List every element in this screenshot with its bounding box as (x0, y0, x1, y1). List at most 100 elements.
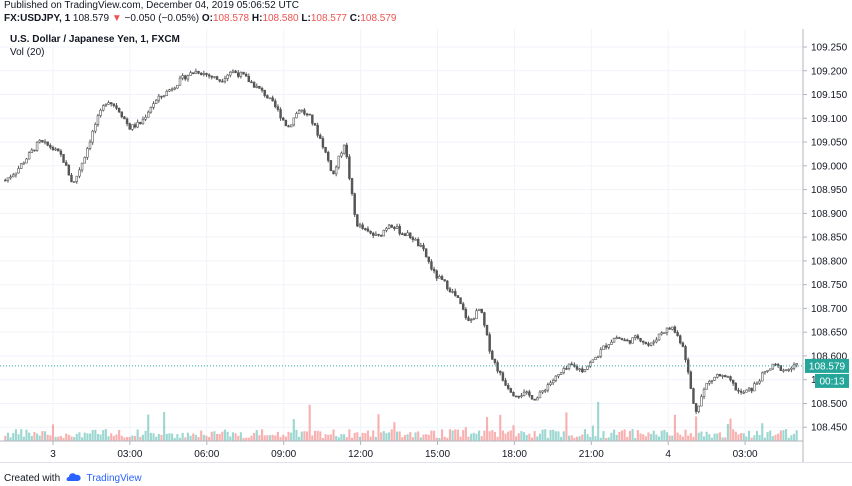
price-tick-label: 108.650 (811, 328, 848, 339)
volume-bar (120, 435, 123, 441)
candle-body (64, 162, 68, 166)
symbol-name[interactable]: FX:USDJPY, 1 (4, 13, 71, 24)
volume-bar (255, 430, 258, 441)
volume-bar (427, 434, 430, 441)
candle-body (120, 111, 124, 118)
candle-body (348, 156, 351, 179)
candle-body (395, 225, 399, 229)
candle-body (207, 74, 211, 77)
candle-body (541, 390, 544, 393)
volume-bar (380, 432, 383, 441)
volume-bar (25, 429, 28, 441)
volume-bar (192, 433, 195, 441)
candle-body (91, 130, 94, 143)
candle-body (774, 363, 777, 366)
candle-body (70, 174, 73, 183)
candle-body (152, 103, 155, 108)
countdown-label: 00:13 (819, 376, 844, 387)
price-tick-label: 108.600 (811, 351, 848, 362)
candle-body (184, 75, 187, 80)
volume-bar (549, 430, 552, 441)
candle-body (297, 110, 301, 114)
volume-bar (626, 436, 629, 441)
candle-body (86, 148, 89, 158)
candle-body (623, 339, 626, 342)
candle-body (19, 163, 23, 169)
candle-body (332, 170, 335, 175)
volume-bar (258, 435, 261, 441)
candle-body (401, 233, 404, 236)
volume-bar (642, 434, 645, 441)
volume-bar (99, 434, 102, 441)
volume-bar (483, 430, 486, 441)
chart-frame[interactable]: 109.250 109.200 109.150 109.100 109.050 109.0… (0, 29, 852, 462)
candle-body (369, 230, 372, 234)
volume-bar (636, 430, 639, 441)
volume-bar (620, 430, 624, 441)
candle-body (340, 152, 343, 157)
volume-bar (385, 433, 388, 441)
volume-bar (472, 432, 475, 441)
volume-bar (41, 431, 44, 441)
candle-body (692, 388, 695, 404)
time-tick-label: 06:00 (194, 449, 219, 460)
volume-bar (737, 434, 740, 441)
candle-body (660, 332, 663, 335)
candle-body (726, 376, 730, 378)
last-price-label-box (805, 358, 849, 373)
candle-body (480, 308, 483, 313)
time-tick-label: 21:00 (579, 449, 604, 460)
candle-body (721, 375, 724, 377)
candle-body (432, 268, 436, 272)
volume-bar (343, 434, 346, 441)
volume-bar (353, 432, 356, 441)
candle-body (554, 375, 558, 381)
volume-bar (605, 437, 608, 441)
candle-body (99, 109, 102, 116)
volume-bar (610, 432, 613, 441)
volume-bar (488, 431, 491, 441)
candle-body (147, 111, 150, 118)
candle-body (604, 345, 608, 348)
volume-bar (210, 431, 213, 441)
price-chart[interactable]: 109.250 109.200 109.150 109.100 109.050 109.0… (0, 29, 852, 462)
time-axis[interactable]: 3 03:00 06:00 09:00 12:00 15:00 18:00 21:00 4 03:… (50, 441, 758, 460)
volume-bar (718, 432, 721, 441)
price-tick-label: 108.450 (811, 423, 848, 434)
volume-bar (218, 434, 221, 441)
volume-bar (782, 430, 785, 441)
candle-body (596, 355, 600, 358)
price-tick-label: 108.700 (811, 304, 848, 315)
candle-body (54, 148, 57, 151)
volume-bar (28, 432, 31, 441)
volume-indicator-label[interactable]: Vol (20) (10, 47, 44, 58)
candle-body (12, 174, 15, 178)
volume-bar (70, 436, 73, 441)
volume-bar (139, 436, 142, 441)
price-series (4, 68, 798, 415)
candle-body (708, 381, 711, 384)
volume-bar (78, 432, 81, 441)
volume-bar (689, 433, 692, 441)
volume-bar (475, 433, 478, 441)
volume-bar (200, 430, 203, 441)
candle-body (162, 95, 166, 97)
candle-body (684, 346, 687, 361)
volume-bar (480, 436, 483, 441)
volume-bar (541, 429, 544, 441)
candle-body (723, 375, 727, 378)
candle-body (104, 104, 108, 106)
volume-bar (184, 437, 187, 441)
volume-bar (340, 434, 343, 441)
open-label: O: (201, 13, 213, 24)
candle-body (62, 154, 65, 163)
candle-body (589, 362, 592, 367)
candle-body (758, 380, 761, 384)
candle-body (663, 332, 666, 334)
candle-body (51, 147, 55, 150)
volume-bar (223, 429, 227, 441)
volume-bar (57, 436, 60, 441)
tradingview-link[interactable]: TradingView (86, 473, 142, 485)
candle-body (671, 326, 674, 330)
volume-bar (36, 433, 39, 441)
